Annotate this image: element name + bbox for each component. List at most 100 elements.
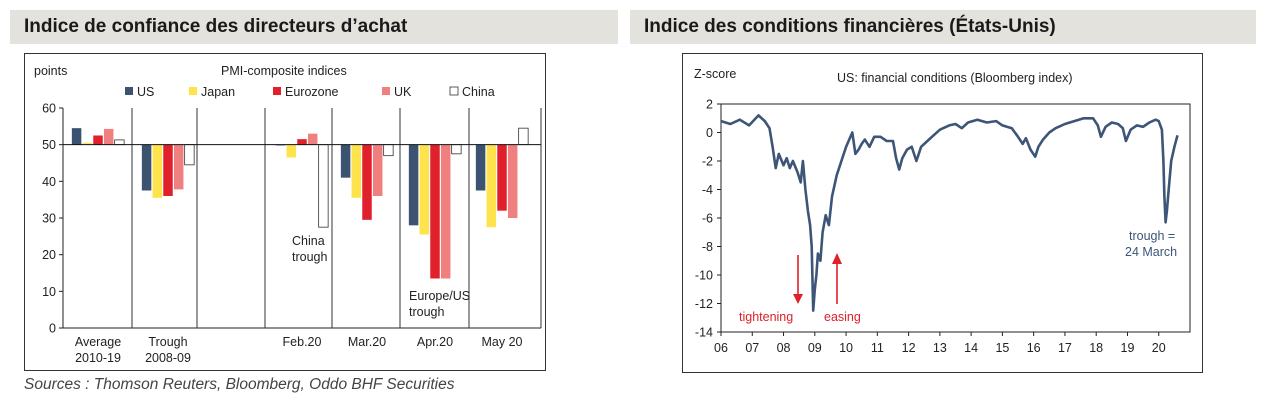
legend-label-china: China [462, 85, 495, 99]
left-panel-heading: Indice de confiance des directeurs d’ach… [10, 10, 618, 44]
legend-swatch-uk [382, 87, 390, 95]
bar-uk [307, 133, 318, 145]
bar-china [184, 144, 195, 166]
x-tick-label: 07 [745, 341, 759, 355]
legend-label-eurozone: Eurozone [285, 85, 339, 99]
x-tick-label: 15 [995, 341, 1009, 355]
financial-conditions-line-chart: Z-score US: financial conditions (Bloomb… [694, 67, 1191, 355]
x-tick-label: 20 [1152, 341, 1166, 355]
x-tick-label: 17 [1058, 341, 1072, 355]
bar-us [340, 144, 351, 178]
y-tick-label: -4 [702, 183, 713, 197]
bar-uk [440, 144, 451, 279]
europe-us-trough-annotation-line2: trough [409, 305, 444, 319]
bar-eurozone [430, 144, 440, 279]
chart-title: PMI-composite indices [221, 64, 347, 78]
x-category-label: 2010-19 [75, 351, 121, 365]
bar-eurozone [93, 135, 103, 145]
bar-china [114, 139, 125, 146]
x-tick-label: 11 [871, 341, 884, 355]
bar-china [383, 144, 394, 157]
y-tick-label: -12 [695, 297, 713, 311]
bar-uk [103, 128, 114, 145]
bar-us [141, 144, 152, 191]
bar-japan [286, 144, 297, 158]
legend-swatch-us [125, 87, 133, 95]
y-tick-label: 40 [42, 175, 56, 189]
bar-japan [152, 144, 163, 198]
x-tick-label: 06 [714, 341, 728, 355]
bar-eurozone [163, 144, 173, 196]
y-tick-label: 10 [42, 285, 56, 299]
sources-note: Sources : Thomson Reuters, Bloomberg, Od… [24, 376, 455, 393]
bar-china [451, 144, 462, 155]
legend-swatch-eurozone [273, 87, 281, 95]
plot-area: 0 10 20 30 40 50 60 Average 2010-19 Trough 2008-09… [42, 102, 542, 365]
bar-eurozone [362, 144, 372, 220]
pmi-bar-chart: points PMI-composite indices US Japan Euro… [34, 64, 542, 365]
y-tick-label: 20 [42, 248, 56, 262]
x-category-label: 2008-09 [145, 351, 191, 365]
y-tick-label: -14 [695, 326, 713, 340]
y-tick-label: 60 [42, 102, 56, 116]
bar-us [71, 128, 82, 145]
y-axis-title: points [34, 64, 67, 78]
chart-title: US: financial conditions (Bloomberg inde… [837, 71, 1073, 85]
y-axis-title: Z-score [694, 67, 736, 81]
bar-japan [82, 142, 93, 145]
x-tick-label: 19 [1121, 341, 1135, 355]
easing-arrow [832, 253, 842, 304]
y-tick-label: -8 [702, 240, 713, 254]
legend-swatch-japan [189, 87, 197, 95]
y-tick-label: 30 [42, 212, 56, 226]
legend-label-us: US [137, 85, 154, 99]
bar-uk [507, 144, 518, 218]
legend-label-japan: Japan [201, 85, 235, 99]
x-tick-label: 16 [1027, 341, 1041, 355]
x-category-label: Average [75, 335, 121, 349]
x-category-label: Mar.20 [348, 335, 386, 349]
x-category-label: Feb.20 [283, 335, 322, 349]
tightening-arrow [793, 255, 803, 304]
y-tick-label: 0 [49, 322, 56, 336]
y-tick-label: 2 [706, 98, 713, 112]
bar-japan [486, 144, 497, 228]
y-tick-label: -6 [702, 212, 713, 226]
legend-swatch-china [449, 86, 459, 96]
bar-japan [419, 144, 430, 235]
bar-china [518, 127, 529, 146]
bar-japan [351, 144, 362, 198]
bar-china [318, 144, 329, 228]
y-tick-label: 0 [706, 126, 713, 140]
europe-us-trough-annotation-line1: Europe/US [409, 289, 470, 303]
china-trough-annotation-line1: China [292, 234, 325, 248]
x-tick-label: 18 [1089, 341, 1103, 355]
financial-conditions-panel: Z-score US: financial conditions (Bloomb… [682, 53, 1203, 373]
series-line-financial-conditions [720, 114, 1179, 312]
bar-eurozone [497, 144, 507, 211]
y-tick-label: -10 [695, 269, 713, 283]
easing-label: easing [824, 310, 861, 324]
trough-annotation-line2: 24 March [1125, 245, 1177, 259]
x-tick-label: 14 [964, 341, 978, 355]
plot-frame [720, 103, 1191, 333]
y-tick-label: -2 [702, 155, 713, 169]
legend: US Japan Eurozone UK China [125, 85, 495, 99]
bar-uk [173, 144, 184, 190]
x-category-label: Apr.20 [417, 335, 453, 349]
legend-label-uk: UK [394, 85, 412, 99]
bar-eurozone [297, 139, 307, 145]
pmi-chart-panel: points PMI-composite indices US Japan Euro… [24, 53, 546, 371]
x-tick-label: 12 [902, 341, 916, 355]
y-tick-label: 50 [42, 138, 56, 152]
right-panel-heading: Indice des conditions financières (États… [630, 10, 1256, 44]
x-tick-label: 08 [777, 341, 791, 355]
bar-uk [372, 144, 383, 196]
trough-annotation-line1: trough = [1129, 229, 1175, 243]
x-tick-label: 10 [839, 341, 853, 355]
x-tick-label: 13 [933, 341, 947, 355]
x-category-label: Trough [148, 335, 187, 349]
bar-us [475, 144, 486, 191]
x-tick-label: 09 [808, 341, 822, 355]
